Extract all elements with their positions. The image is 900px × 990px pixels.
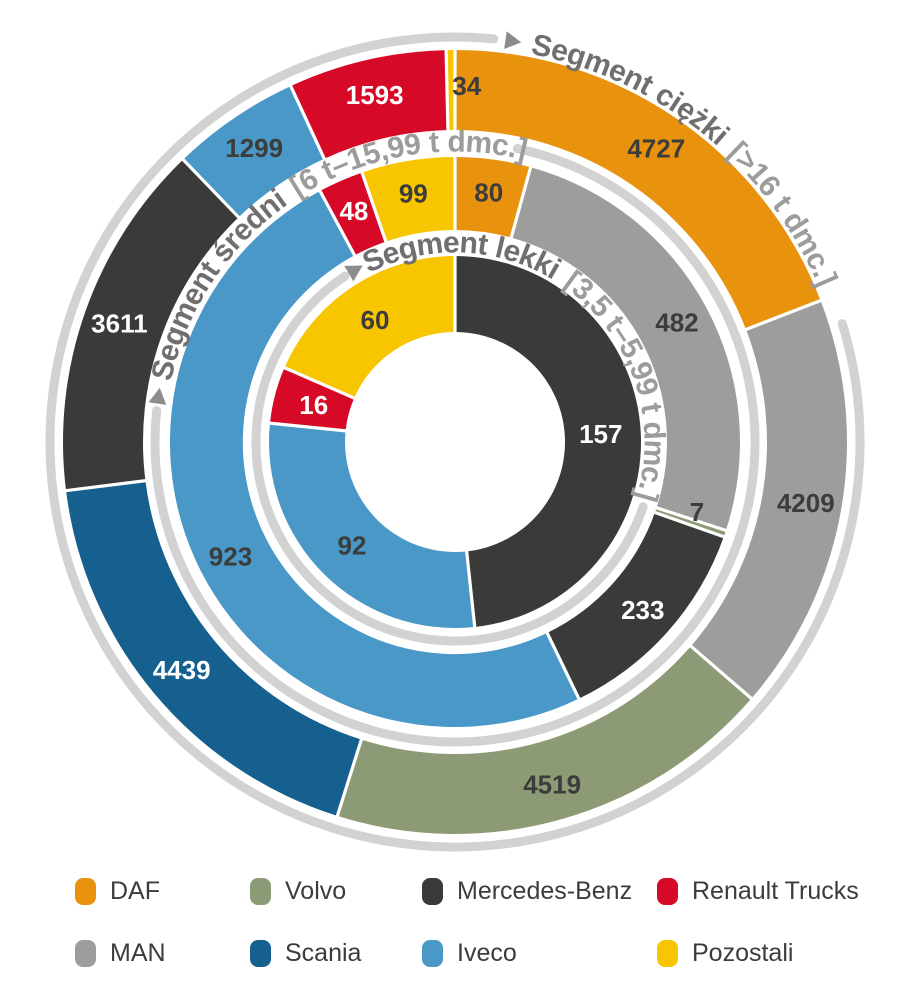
legend-swatch-daf	[75, 877, 96, 905]
slice-segment-lekki-iveco	[269, 423, 475, 629]
slice-segment-sredni-pozostali	[362, 157, 455, 242]
slice-segment-sredni-mercedes-benz	[547, 512, 724, 699]
segment-separator	[688, 643, 754, 701]
legend-item-man: MAN	[75, 939, 166, 967]
slice-segment-ciezki-volvo	[337, 646, 752, 835]
value-label-segment-lekki-iveco: 92	[338, 530, 367, 560]
value-label-segment-ciezki-renault-trucks: 1593	[346, 80, 404, 110]
slice-segment-sredni-daf	[455, 157, 531, 238]
value-label-segment-ciezki-pozostali: 34	[452, 71, 481, 101]
legend-item-scania: Scania	[250, 939, 361, 967]
segment-separator	[464, 549, 477, 629]
slice-segment-sredni-renault-trucks	[320, 172, 386, 256]
segment-separator	[335, 737, 364, 818]
segment-separator	[268, 421, 348, 433]
legend-item-pozostali: Pozostali	[657, 939, 793, 967]
legend-item-daf: DAF	[75, 877, 160, 905]
slice-segment-sredni-iveco	[169, 190, 579, 728]
legend-label-man: MAN	[110, 939, 166, 967]
triangle-pointer-icon-segment-ciezki	[504, 31, 522, 50]
legend-label-iveco: Iveco	[457, 939, 517, 967]
value-label-segment-ciezki-daf: 4727	[627, 133, 685, 163]
ring-guide-arc-segment-sredni	[150, 144, 760, 747]
legend-swatch-volvo	[250, 877, 271, 905]
value-label-segment-sredni-iveco: 923	[209, 541, 252, 571]
segment-separator	[180, 157, 241, 220]
segment-separator	[64, 478, 148, 493]
triangle-pointer-icon-segment-lekki	[344, 265, 363, 282]
legend-item-mercedes-benz: Mercedes-Benz	[422, 877, 632, 905]
legend-label-scania: Scania	[285, 939, 362, 967]
value-label-segment-sredni-volvo: 7	[690, 497, 704, 527]
value-label-segment-ciezki-iveco: 1299	[225, 133, 283, 163]
slice-segment-lekki-mercedes-benz	[455, 256, 642, 627]
segment-separator	[288, 84, 327, 161]
legend-item-renault-trucks: Renault Trucks	[657, 877, 859, 905]
slice-segment-lekki-renault-trucks	[269, 367, 355, 431]
legend-swatch-renault-trucks	[657, 877, 678, 905]
legend-item-iveco: Iveco	[422, 939, 517, 967]
segment-separator	[444, 48, 450, 132]
legend-item-volvo: Volvo	[250, 877, 346, 905]
legend-swatch-iveco	[422, 939, 443, 967]
ring-guide-arc-segment-ciezki	[45, 32, 865, 852]
slice-segment-ciezki-daf	[455, 50, 821, 330]
ring-guide-arc-segment-lekki	[251, 271, 648, 646]
value-label-segment-lekki-mercedes-benz: 157	[579, 419, 622, 449]
triangle-pointer-icon-segment-sredni	[148, 387, 167, 405]
value-label-segment-sredni-daf: 80	[474, 177, 503, 207]
value-label-segment-lekki-renault-trucks: 16	[299, 390, 328, 420]
legend-label-volvo: Volvo	[285, 877, 347, 905]
legend-swatch-man	[75, 939, 96, 967]
segment-separator	[652, 510, 726, 539]
segment-separator	[360, 170, 388, 244]
value-label-segment-sredni-pozostali: 99	[399, 178, 428, 208]
segment-separator	[317, 188, 357, 258]
segment-separator	[509, 165, 533, 240]
value-label-segment-sredni-renault-trucks: 48	[339, 196, 368, 226]
value-label-segment-ciezki-mercedes-benz: 3611	[91, 308, 147, 338]
legend-label-mercedes-benz: Mercedes-Benz	[457, 877, 633, 905]
value-label-segment-sredni-mercedes-benz: 233	[621, 595, 664, 625]
legend-label-renault-trucks: Renault Trucks	[692, 877, 859, 905]
legend-swatch-scania	[250, 939, 271, 967]
segment-separator	[744, 298, 823, 332]
segment-separator	[282, 365, 357, 401]
segment-separator	[545, 630, 582, 701]
value-label-segment-ciezki-man: 4209	[777, 488, 835, 518]
legend-swatch-mercedes-benz	[422, 877, 443, 905]
segment-separator	[654, 505, 728, 533]
slice-segment-ciezki-renault-trucks	[290, 50, 448, 159]
slice-segment-ciezki-scania	[66, 480, 362, 816]
slice-segment-ciezki-man	[690, 300, 848, 699]
slice-segment-ciezki-iveco	[183, 86, 325, 218]
value-label-segment-ciezki-scania: 4439	[153, 655, 211, 685]
legend-label-daf: DAF	[110, 877, 160, 905]
value-label-segment-ciezki-volvo: 4519	[523, 770, 581, 800]
slice-segment-ciezki-mercedes-benz	[63, 159, 239, 491]
slice-segment-sredni-volvo	[654, 507, 726, 537]
value-label-segment-lekki-pozostali: 60	[361, 305, 390, 335]
value-label-segment-sredni-man: 482	[655, 308, 698, 338]
legend-swatch-pozostali	[657, 939, 678, 967]
legend-label-pozostali: Pozostali	[692, 939, 794, 967]
slice-segment-lekki-pozostali	[284, 256, 455, 399]
slice-segment-sredni-man	[511, 167, 740, 531]
